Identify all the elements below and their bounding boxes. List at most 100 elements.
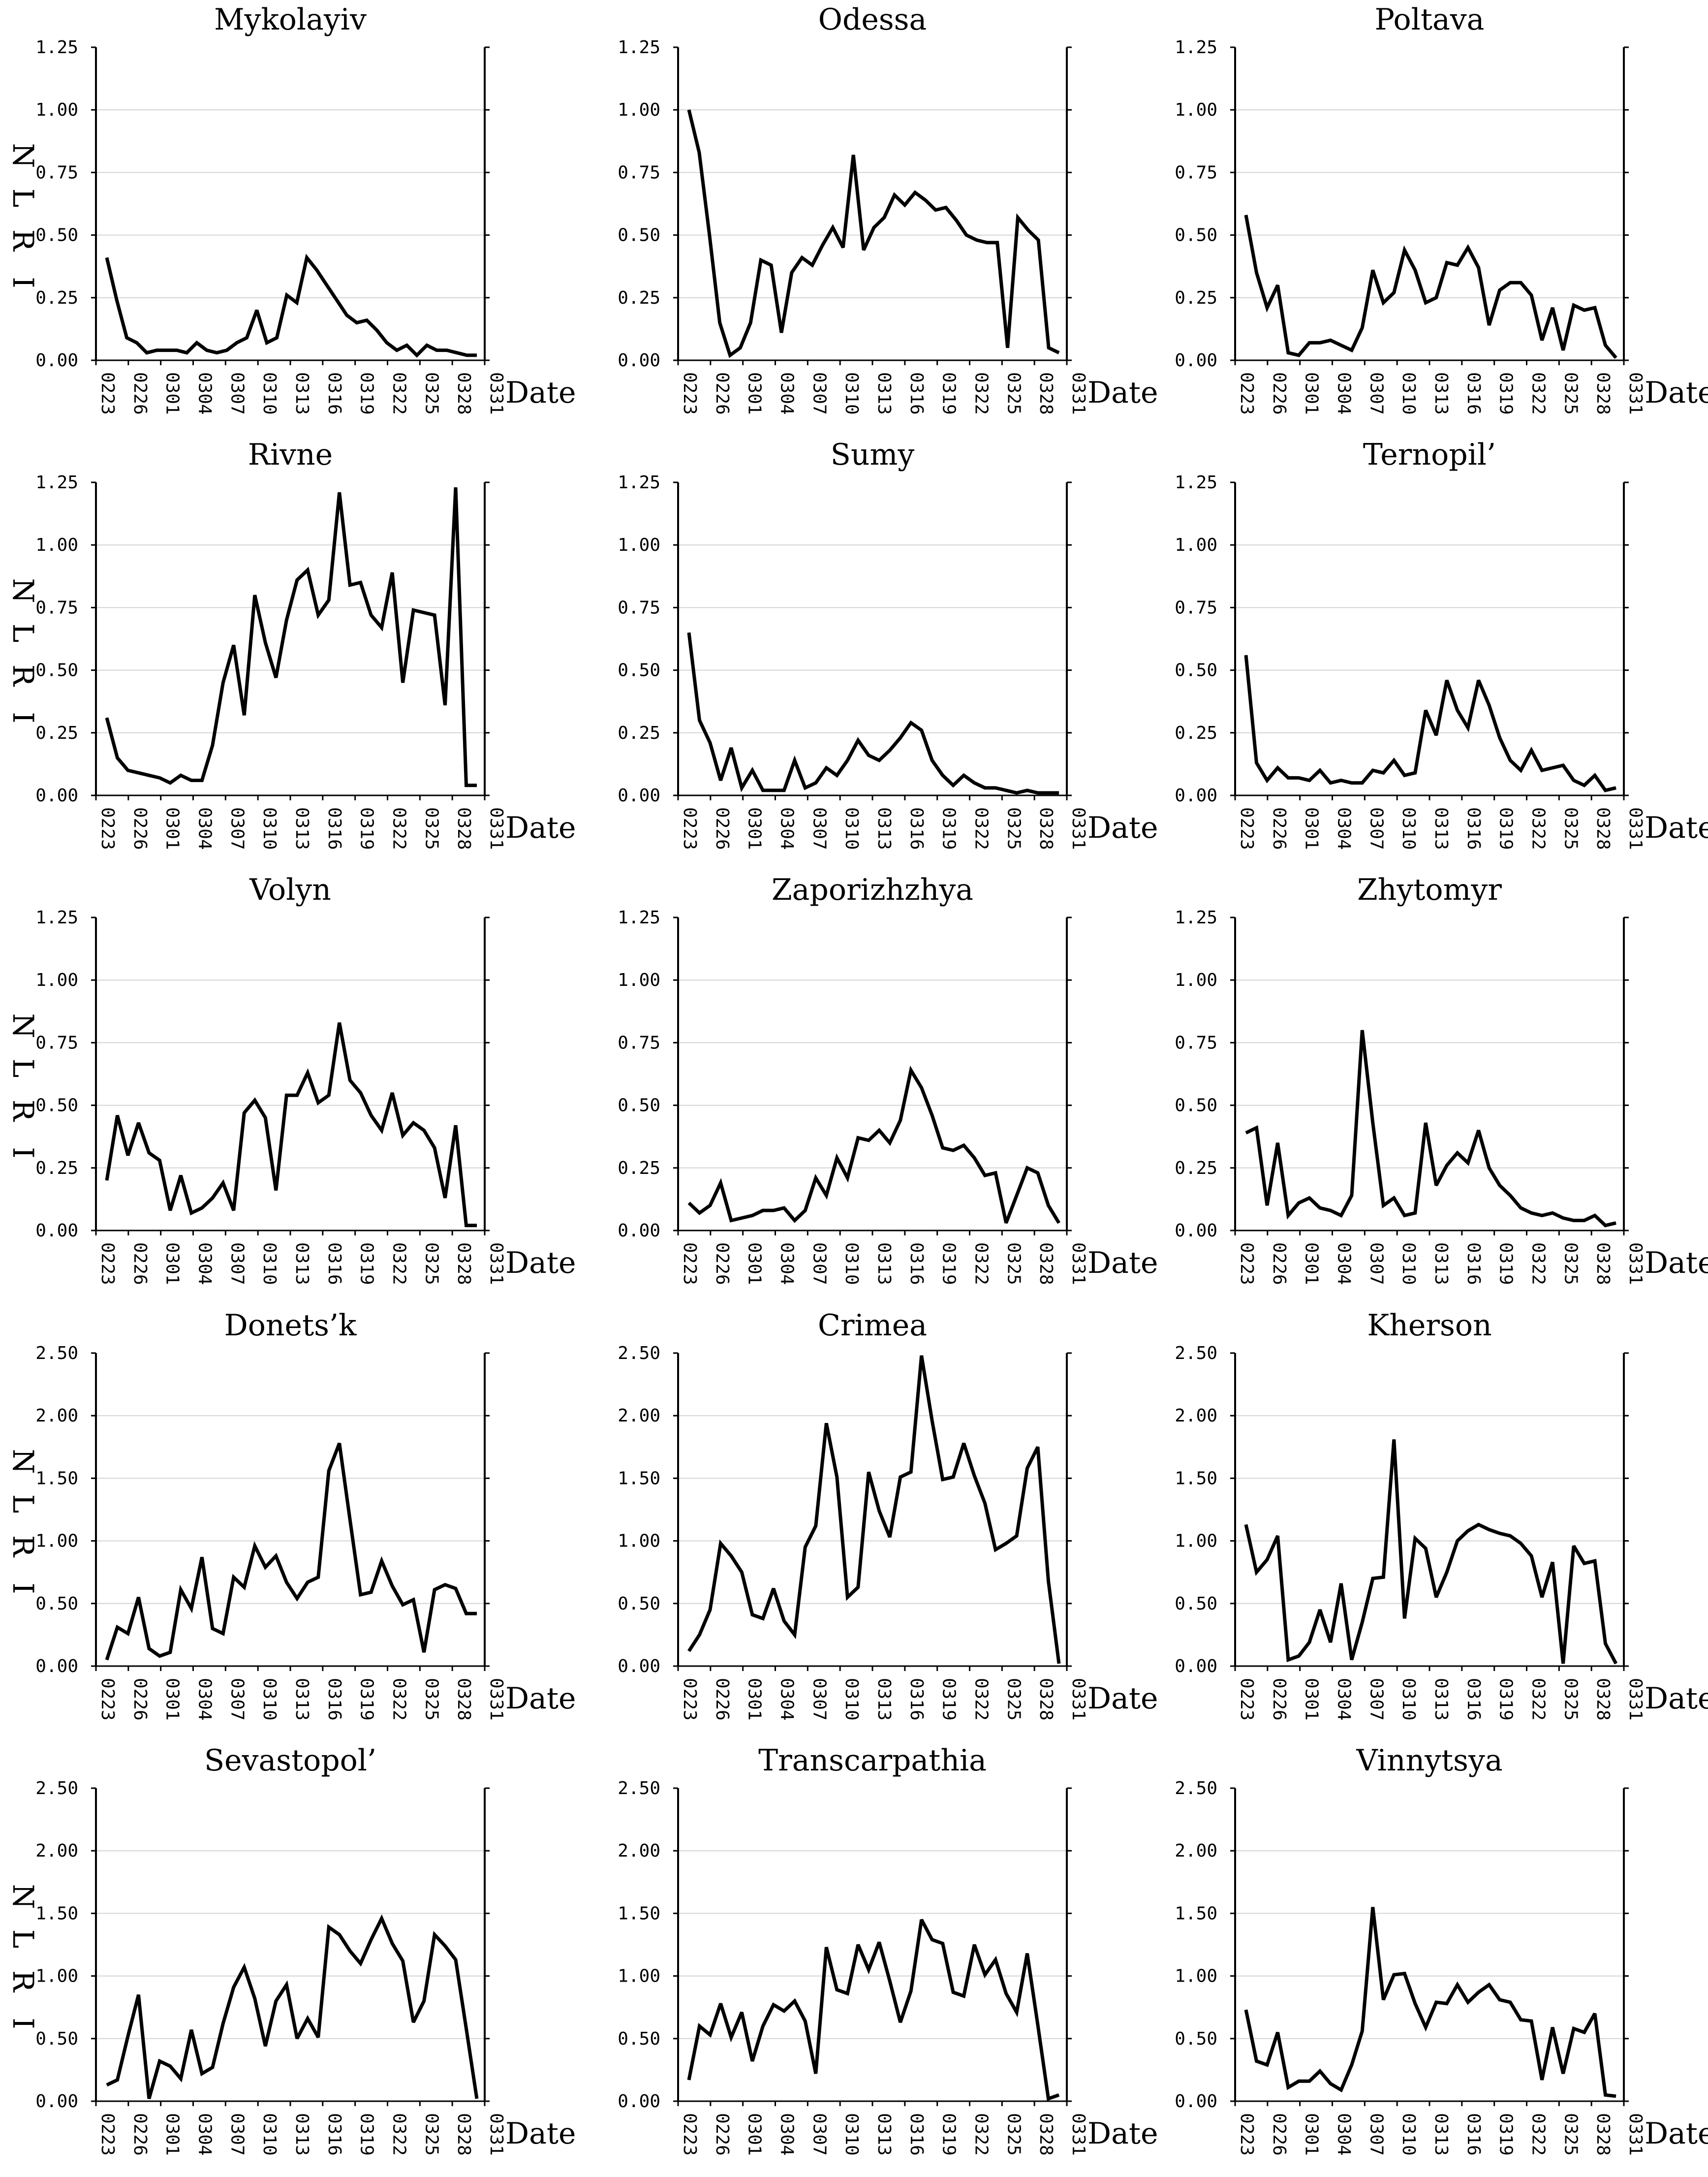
data-point [392, 1943, 393, 1944]
y-axis-label-letter: N [6, 1449, 40, 1474]
x-tick-label: 0319 [357, 1678, 377, 1721]
x-tick-label: 0319 [1496, 807, 1516, 850]
x-tick-label: 0310 [259, 807, 279, 850]
x-tick-label: 0331 [1625, 372, 1646, 415]
x-axis-label: Date [1087, 1681, 1158, 1716]
x-tick-label: 0328 [454, 1242, 474, 1285]
y-axis-label-letter: R [6, 229, 40, 252]
series-line-zhytomyr [1245, 1030, 1616, 1228]
data-point [805, 1210, 806, 1211]
x-tick-label: 0325 [1003, 807, 1024, 850]
x-tick-label: 0301 [1302, 807, 1322, 850]
y-tick-label: 0.25 [35, 723, 78, 743]
y-axis-label-letter: N [6, 143, 40, 168]
series-line-crimea [687, 1355, 1061, 1664]
x-tick-label: 0328 [1593, 372, 1613, 415]
panel-kherson: Kherson 0.00 0.50 1.00 1.50 2.00 2.50 0223 0226 0… [6, 1308, 1708, 1721]
y-axis-label-letter: I [6, 1147, 40, 1159]
x-tick-label: 0322 [971, 372, 992, 415]
x-tick-label: 0313 [874, 2113, 894, 2156]
y-tick-label: 2.50 [35, 1343, 78, 1363]
y-tick-label: 2.00 [35, 1841, 78, 1861]
y-tick-label: 0.00 [1175, 1656, 1217, 1676]
panel-title: Zaporizhzhya [772, 873, 973, 907]
x-tick-label: 0313 [874, 372, 894, 415]
y-tick-label: 0.75 [1175, 1033, 1217, 1053]
x-tick-label: 0226 [1269, 807, 1289, 850]
x-tick-label: 0223 [1237, 807, 1257, 850]
x-tick-label: 0316 [324, 1678, 344, 1721]
y-axis-label-letter: N [6, 1884, 40, 1909]
x-tick-label: 0223 [680, 1242, 700, 1285]
data-point [963, 1443, 964, 1444]
x-tick-label: 0331 [1625, 2113, 1646, 2156]
data-point [138, 1994, 139, 1995]
x-tick-label: 0223 [97, 2113, 118, 2156]
data-point [956, 220, 957, 221]
y-axis-label-letter: R [6, 1970, 40, 1993]
data-point [1256, 1572, 1257, 1573]
y-tick-label: 0.50 [618, 661, 660, 681]
x-tick-label: 0304 [195, 1242, 215, 1285]
x-tick-label: 0307 [1366, 2113, 1386, 2156]
data-point [1404, 1618, 1405, 1619]
x-tick-label: 0322 [1528, 2113, 1549, 2156]
x-tick-label: 0223 [97, 1678, 118, 1721]
x-tick-label: 0301 [745, 1242, 765, 1285]
y-tick-label: 0.00 [35, 350, 78, 371]
x-tick-label: 0307 [227, 807, 247, 850]
data-point [900, 1120, 901, 1121]
x-tick-label: 0328 [1593, 807, 1613, 850]
series-line-rivne [105, 487, 477, 788]
x-tick-label: 0310 [259, 2113, 279, 2156]
y-axis-label-letter: R [6, 664, 40, 687]
x-tick-label: 0301 [162, 1678, 183, 1721]
x-tick-label: 0319 [939, 807, 959, 850]
panel-title: Sumy [831, 438, 915, 472]
x-tick-label: 0328 [1036, 372, 1056, 415]
x-tick-label: 0307 [809, 807, 829, 850]
x-tick-label: 0307 [1366, 1678, 1386, 1721]
x-tick-label: 0310 [259, 372, 279, 415]
x-tick-label: 0304 [777, 807, 797, 850]
y-axis-label-letter: L [6, 1929, 40, 1949]
y-tick-label: 1.00 [35, 535, 78, 555]
data-point [1478, 267, 1479, 268]
x-tick-label: 0325 [421, 807, 441, 850]
y-tick-label: 0.00 [618, 1221, 660, 1241]
x-axis-label: Date [1087, 811, 1158, 845]
y-tick-label: 2.00 [618, 1406, 660, 1426]
y-tick-label: 1.50 [35, 1468, 78, 1488]
x-axis-label: Date [1645, 1681, 1708, 1716]
data-point [942, 775, 943, 776]
x-tick-label: 0310 [1398, 1678, 1419, 1721]
x-tick-label: 0301 [745, 2113, 765, 2156]
x-tick-label: 0301 [1302, 2113, 1322, 2156]
data-point [1531, 750, 1532, 751]
data-point [381, 1130, 382, 1131]
data-point [1404, 775, 1405, 776]
y-tick-label: 0.00 [1175, 350, 1217, 371]
x-tick-label: 0322 [389, 807, 409, 850]
y-axis-label-letter: N [6, 578, 40, 603]
x-tick-label: 0307 [1366, 372, 1386, 415]
x-tick-label: 0226 [130, 807, 150, 850]
y-tick-label: 0.00 [618, 786, 660, 806]
data-point [750, 322, 751, 323]
y-axis-label-letter: R [6, 229, 40, 252]
panel-zaporizhzhya: Zaporizhzhya 0.00 0.25 0.50 0.75 1.00 1.25 0223… [6, 873, 1158, 1285]
x-tick-label: 0316 [1463, 1242, 1484, 1285]
x-tick-label: 0322 [389, 2113, 409, 2156]
panel-title: Zhytomyr [1357, 873, 1502, 907]
data-point [1048, 2098, 1049, 2099]
data-point [244, 715, 245, 716]
y-tick-label: 0.50 [618, 1096, 660, 1116]
x-tick-label: 0328 [454, 2113, 474, 2156]
x-tick-label: 0223 [1237, 2113, 1257, 2156]
x-tick-label: 0331 [486, 1242, 506, 1285]
series-line-transcarpathia [687, 1919, 1060, 2101]
x-tick-label: 0325 [1003, 372, 1024, 415]
y-axis-label-letter: L [6, 1059, 40, 1078]
x-tick-label: 0313 [292, 807, 312, 850]
x-tick-label: 0319 [357, 372, 377, 415]
